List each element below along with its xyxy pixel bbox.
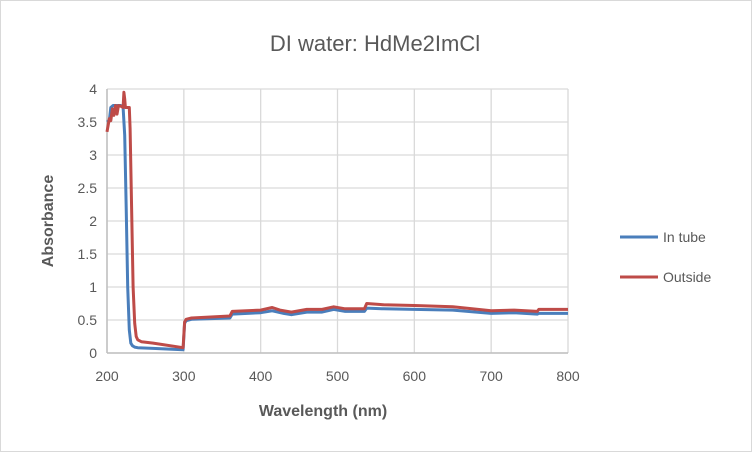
x-tick-label: 700: [479, 368, 503, 384]
x-tick-label: 800: [556, 368, 580, 384]
x-tick-label: 400: [249, 368, 273, 384]
y-tick-label: 3.5: [78, 114, 98, 130]
series-line-outside: [105, 90, 568, 350]
y-axis-label: Absorbance: [40, 175, 57, 268]
x-tick-label: 500: [326, 368, 350, 384]
y-tick-label: 4: [89, 81, 97, 97]
x-tick-label: 200: [95, 368, 119, 384]
legend: In tube Outside: [620, 229, 711, 285]
legend-label: Outside: [663, 269, 711, 285]
y-tick-label: 0: [89, 345, 97, 361]
chart-title: DI water: HdMe2ImCl: [270, 31, 480, 56]
y-tick-label: 0.5: [78, 312, 98, 328]
x-tick-label: 300: [172, 368, 196, 384]
y-tick-label: 3: [89, 147, 97, 163]
legend-label: In tube: [663, 229, 706, 245]
y-tick-label: 2: [89, 213, 97, 229]
x-tick-label: 600: [403, 368, 427, 384]
y-tick-label: 2.5: [78, 180, 98, 196]
x-axis-label: Wavelength (nm): [259, 403, 387, 420]
y-tick-label: 1: [89, 279, 97, 295]
y-tick-label: 1.5: [78, 246, 98, 262]
